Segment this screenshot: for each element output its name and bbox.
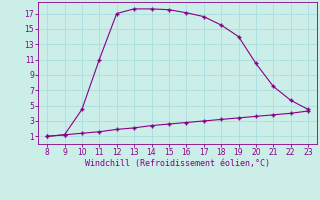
- X-axis label: Windchill (Refroidissement éolien,°C): Windchill (Refroidissement éolien,°C): [85, 159, 270, 168]
